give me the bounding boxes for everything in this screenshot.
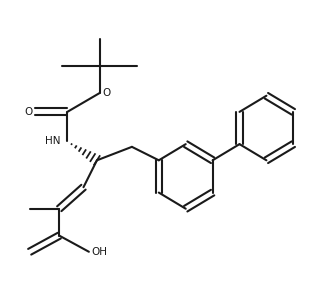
Text: HN: HN (45, 136, 61, 146)
Text: O: O (24, 107, 32, 117)
Text: OH: OH (91, 247, 108, 257)
Text: O: O (103, 88, 111, 98)
